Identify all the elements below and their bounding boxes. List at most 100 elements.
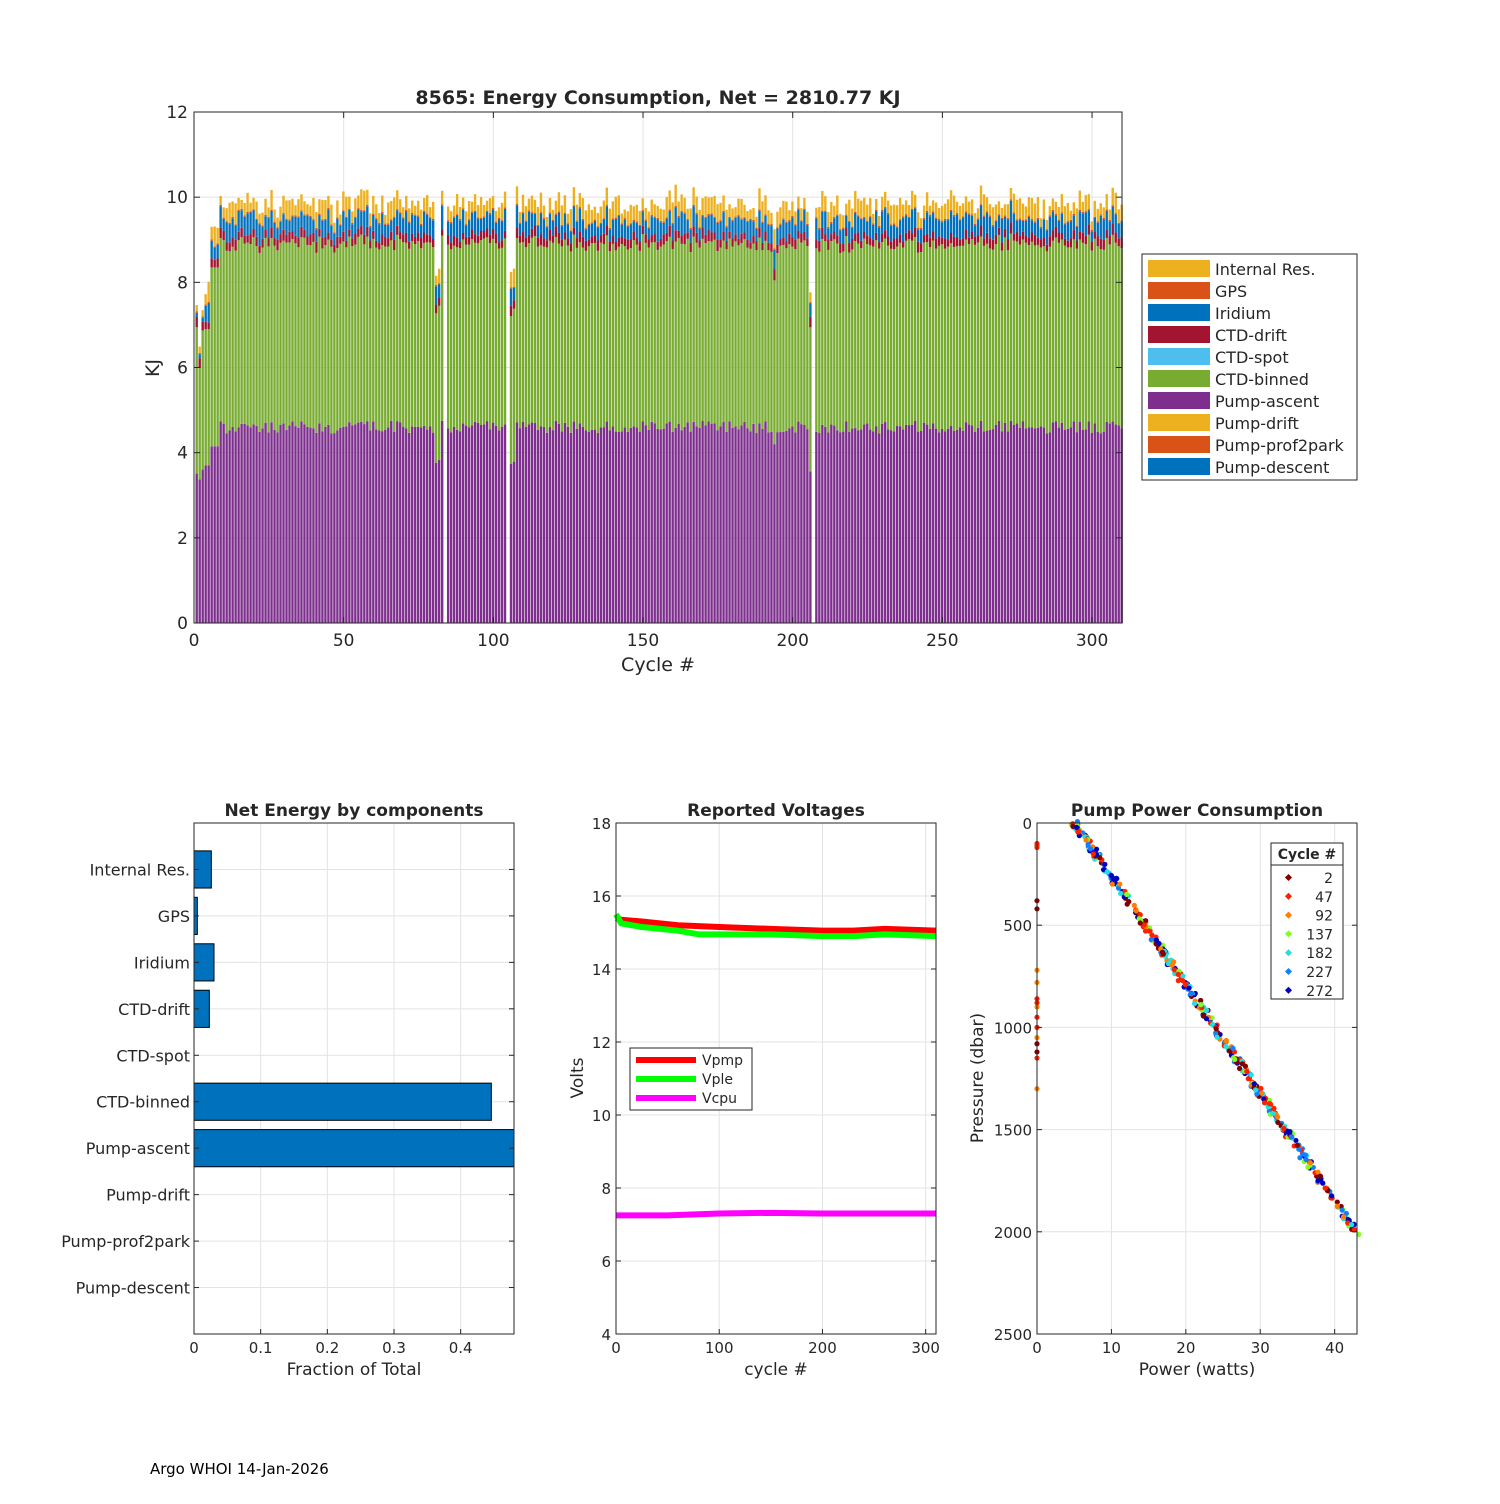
top-bar-segment: [800, 221, 803, 234]
top-bar-segment: [809, 292, 812, 303]
top-bar-segment: [608, 208, 611, 228]
top-bar-segment: [258, 252, 261, 432]
top-bar-segment: [976, 235, 980, 243]
top-bar-segment: [1111, 421, 1114, 623]
top-bar-segment: [363, 190, 366, 211]
top-bar-segment: [797, 208, 800, 210]
top-bar-segment: [764, 421, 767, 623]
top-bar-segment: [824, 426, 827, 623]
top-bar-segment: [581, 198, 585, 219]
top-bar-segment: [1072, 239, 1075, 422]
top-bar-segment: [964, 212, 968, 230]
top-bar-segment: [303, 215, 306, 230]
top-bar-segment: [390, 240, 393, 421]
top-bar-segment: [276, 250, 279, 433]
top-bar-segment: [210, 267, 213, 447]
top-bar-segment: [252, 209, 255, 211]
top-bar-segment: [997, 227, 1001, 235]
top-bar-segment: [779, 224, 782, 240]
top-bar-segment: [872, 431, 875, 623]
top-bar-segment: [246, 211, 249, 214]
top-bar-segment: [333, 244, 336, 253]
top-bar-segment: [387, 202, 390, 224]
top-bar-segment: [563, 214, 567, 233]
top-bar-segment: [674, 205, 677, 208]
top-bar-segment: [291, 239, 294, 422]
top-bar-segment: [644, 242, 647, 426]
top-bar-segment: [1012, 213, 1016, 234]
top-bar-segment: [755, 227, 758, 229]
top-bar-segment: [770, 431, 773, 623]
bm-xtick-label: 300: [911, 1339, 940, 1357]
top-bar-segment: [375, 429, 378, 623]
top-bar-segment: [219, 204, 222, 207]
top-bar-segment: [605, 206, 609, 226]
top-bar-segment: [593, 219, 597, 221]
top-bar-segment: [318, 228, 321, 237]
top-bar-segment: [1060, 212, 1064, 214]
top-bar-segment: [276, 217, 279, 228]
top-bar-segment: [617, 237, 620, 247]
top-bar-segment: [881, 196, 884, 210]
top-bar-segment: [1114, 213, 1117, 215]
top-bar-segment: [411, 426, 414, 623]
top-bar-segment: [1066, 202, 1070, 222]
top-bar-segment: [692, 206, 695, 227]
top-bar-segment: [195, 305, 198, 312]
top-bar-segment: [575, 238, 579, 248]
top-bar-segment: [216, 227, 219, 244]
top-bar-segment: [300, 210, 303, 212]
top-xtick-label: 150: [627, 631, 659, 651]
top-bar-segment: [198, 346, 201, 353]
top-bar-segment: [728, 204, 731, 217]
top-bar-segment: [291, 215, 294, 217]
top-bar-segment: [818, 227, 821, 230]
top-bar-segment: [243, 243, 246, 424]
top-bar-segment: [731, 221, 734, 239]
top-bar-segment: [521, 421, 525, 623]
top-ytick-label: 0: [177, 614, 188, 634]
top-bar-segment: [1102, 249, 1105, 432]
top-bar-segment: [261, 428, 264, 623]
top-bar-segment: [698, 427, 701, 623]
top-bar-segment: [776, 228, 779, 245]
top-bar-segment: [617, 195, 620, 215]
top-bar-segment: [213, 259, 216, 268]
top-bar-segment: [381, 211, 384, 214]
br-point: [1109, 881, 1115, 887]
top-bar-segment: [503, 424, 507, 623]
top-bar-segment: [369, 248, 372, 431]
top-bar-segment: [904, 232, 908, 241]
top-bar-segment: [258, 245, 261, 253]
top-bar-segment: [1072, 215, 1075, 231]
br-point: [1149, 932, 1155, 938]
br-point: [1315, 1178, 1321, 1184]
top-bar-segment: [614, 250, 617, 432]
top-bar-segment: [467, 244, 471, 428]
br-point: [1124, 891, 1130, 897]
top-bar-segment: [635, 221, 638, 223]
top-bar-segment: [644, 219, 647, 221]
top-bar-segment: [288, 219, 291, 221]
top-bar-segment: [297, 247, 300, 428]
top-bar-segment: [767, 432, 770, 623]
top-bar-segment: [863, 231, 866, 239]
top-bar-segment: [878, 433, 881, 623]
top-legend-swatch: [1148, 436, 1210, 453]
top-bar-segment: [890, 241, 893, 249]
top-bar-segment: [674, 207, 677, 231]
top-bar-segment: [560, 431, 564, 623]
top-bar-segment: [988, 215, 992, 217]
top-bar-segment: [746, 247, 749, 429]
top-bar-segment: [946, 240, 950, 247]
top-bar-segment: [800, 424, 803, 623]
top-bar-segment: [686, 220, 689, 233]
top-legend-label: CTD-spot: [1215, 348, 1289, 367]
br-point: [1186, 985, 1192, 991]
top-bar-segment: [922, 242, 926, 423]
top-bar-segment: [240, 208, 243, 211]
top-bar-segment: [309, 234, 312, 246]
top-bar-segment: [752, 221, 755, 237]
top-bar-segment: [794, 224, 797, 226]
top-bar-segment: [473, 242, 477, 422]
